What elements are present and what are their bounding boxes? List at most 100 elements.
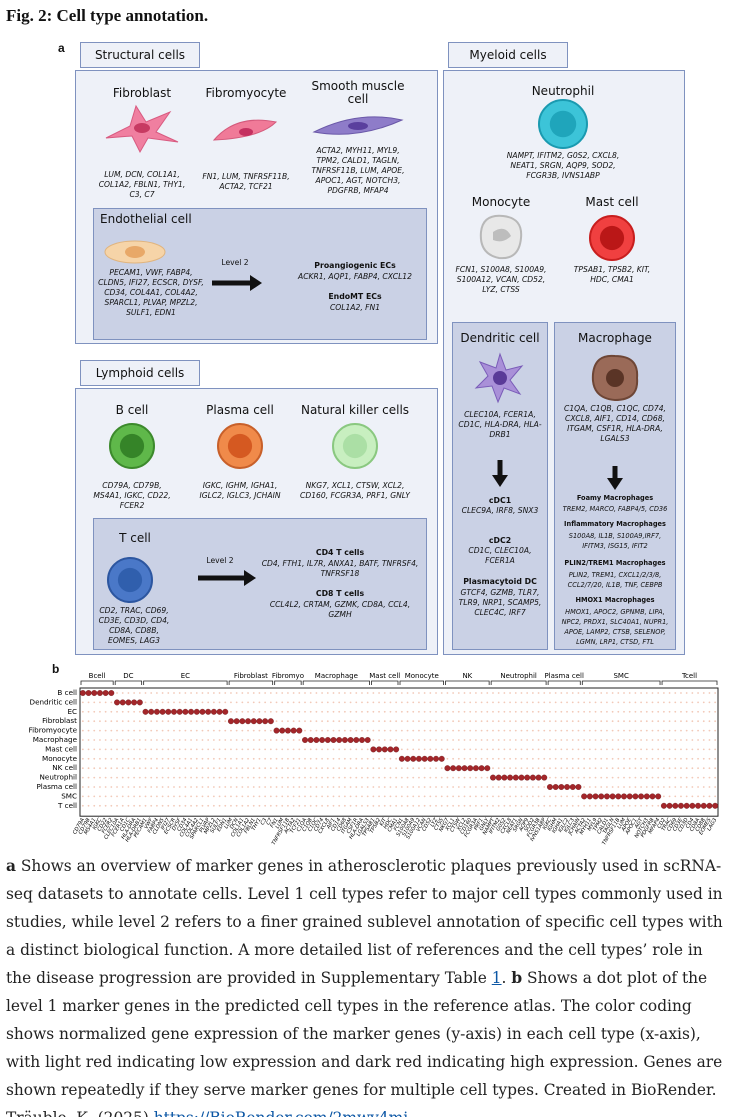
dot: [577, 767, 580, 770]
dot: [611, 701, 614, 704]
dot: [651, 776, 654, 779]
dot: [509, 786, 511, 788]
dot: [247, 767, 249, 770]
dot: [486, 795, 489, 798]
dot: [99, 767, 101, 770]
dot: [292, 692, 295, 694]
dot: [338, 767, 341, 770]
dot: [218, 739, 221, 741]
dot: [651, 720, 654, 723]
dot: [383, 804, 386, 807]
dot: [138, 729, 141, 732]
table-link[interactable]: 1: [491, 969, 502, 987]
dot: [571, 739, 574, 741]
dot: [292, 748, 295, 751]
dot: [230, 739, 232, 741]
dot: [691, 720, 694, 723]
dot: [287, 748, 289, 751]
dot: [531, 729, 534, 732]
dot: [662, 776, 665, 779]
dot: [156, 776, 158, 779]
dot: [680, 739, 682, 741]
dot: [99, 710, 101, 713]
dot: [674, 776, 677, 779]
cell-icon: [474, 352, 524, 404]
dot: [606, 729, 608, 732]
dot: [121, 720, 124, 723]
dot: [497, 701, 500, 704]
dot: [104, 795, 107, 798]
dot: [697, 720, 699, 723]
dot: [343, 748, 346, 751]
dot: [315, 701, 318, 704]
dot: [230, 767, 232, 770]
row-label: Plasma cell: [36, 782, 77, 791]
dot: [355, 804, 358, 807]
dot: [144, 767, 147, 770]
dot: [640, 776, 642, 779]
dot: [99, 804, 101, 807]
dot: [600, 776, 603, 779]
dot: [435, 710, 437, 713]
dot: [144, 795, 147, 798]
dot: [418, 795, 420, 798]
dot: [566, 767, 568, 770]
dot: [190, 795, 192, 798]
dot: [583, 729, 586, 732]
dot: [87, 739, 90, 741]
dot: [469, 748, 472, 751]
dot: [127, 767, 130, 770]
subtype-name: Inflammatory Macrophages: [564, 520, 666, 528]
dot: [87, 720, 90, 723]
dot: [592, 793, 599, 800]
dot: [691, 786, 694, 788]
dot: [378, 692, 380, 694]
dot: [708, 739, 711, 741]
dot: [526, 795, 529, 798]
dot: [383, 729, 386, 732]
dot: [190, 729, 192, 732]
dot: [549, 739, 551, 741]
dot: [258, 776, 261, 779]
dot: [423, 795, 426, 798]
dot: [349, 767, 352, 770]
dot: [507, 774, 514, 781]
dot: [366, 710, 369, 713]
dot: [657, 776, 660, 779]
dot: [173, 701, 175, 704]
dot: [606, 701, 608, 704]
dot: [626, 793, 633, 800]
dot: [193, 708, 200, 715]
dot: [566, 757, 568, 760]
dot: [207, 739, 210, 741]
dot: [617, 757, 620, 760]
dot: [338, 795, 341, 798]
dot: [475, 748, 477, 751]
dot: [287, 767, 289, 770]
marker-genes: NKG7, XCL1, CTSW, XCL2, CD160, FCGR3A, P…: [300, 481, 410, 500]
gene-label: AGT: [633, 816, 644, 830]
dot: [714, 710, 717, 713]
dot: [514, 692, 517, 694]
group-bracket: [274, 680, 302, 685]
dot: [292, 701, 295, 704]
dot: [372, 757, 375, 760]
dot: [623, 701, 625, 704]
dot: [353, 737, 360, 743]
biorender-link[interactable]: https://BioRender.com/2mwy4mj: [154, 1109, 408, 1117]
dot: [640, 748, 642, 751]
dot: [600, 720, 603, 723]
dot: [400, 739, 403, 741]
dot: [104, 757, 107, 760]
dot: [708, 776, 711, 779]
dot: [480, 757, 483, 760]
dot: [212, 786, 215, 788]
dot: [167, 767, 170, 770]
dot: [389, 757, 392, 760]
dot: [469, 786, 472, 788]
dot: [235, 729, 238, 732]
dot: [435, 701, 437, 704]
cell-icon: [104, 240, 166, 264]
dot: [93, 795, 96, 798]
dot: [156, 729, 158, 732]
